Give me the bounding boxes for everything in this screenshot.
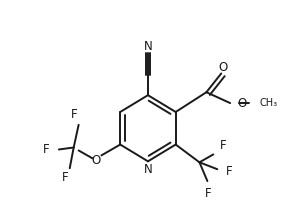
Text: F: F (43, 143, 49, 156)
Text: F: F (61, 171, 68, 184)
Text: O: O (92, 154, 101, 167)
Text: O: O (219, 61, 228, 74)
Text: O: O (237, 97, 246, 110)
Text: F: F (71, 108, 78, 121)
Text: F: F (205, 187, 212, 200)
Text: F: F (226, 165, 232, 178)
Text: N: N (144, 163, 152, 176)
Text: CH₃: CH₃ (260, 98, 278, 108)
Text: F: F (220, 139, 227, 152)
Text: N: N (144, 40, 152, 53)
